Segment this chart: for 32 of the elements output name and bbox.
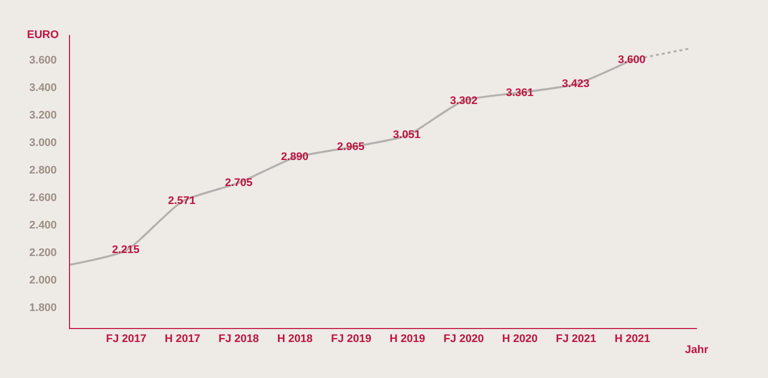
data-label: 2.705 [225, 177, 253, 189]
data-label: 3.361 [506, 87, 534, 99]
data-label: 3.302 [450, 95, 478, 107]
x-tick-label: FJ 2021 [556, 333, 596, 346]
y-tick-label: 2.200 [29, 247, 57, 260]
x-tick-label: H 2021 [614, 333, 650, 346]
x-tick-label: H 2019 [390, 333, 426, 346]
x-tick-label: H 2020 [502, 333, 538, 346]
x-tick-label: FJ 2017 [106, 333, 146, 346]
data-label: 3.423 [562, 78, 590, 90]
data-label: 2.215 [112, 244, 140, 256]
x-tick-label: FJ 2020 [443, 333, 484, 346]
y-tick-label: 3.600 [29, 54, 57, 67]
data-label: 3.600 [618, 54, 646, 66]
x-tick-label: H 2018 [277, 333, 313, 346]
data-label: 2.965 [337, 141, 365, 153]
y-tick-label: 2.000 [29, 274, 57, 287]
x-tick-label: H 2017 [164, 333, 200, 346]
y-tick-label: 3.000 [29, 137, 57, 150]
x-tick-label: FJ 2018 [218, 333, 259, 346]
y-tick-label: 3.200 [29, 110, 57, 122]
x-axis-title: Jahr [685, 344, 709, 356]
y-tick-label: 2.800 [29, 164, 57, 177]
y-tick-label: 3.400 [29, 82, 57, 94]
y-axis-title: EURO [27, 29, 60, 41]
data-label: 2.571 [168, 195, 196, 207]
y-tick-label: 1.800 [29, 302, 57, 314]
data-label: 2.890 [281, 151, 309, 163]
y-tick-label: 2.600 [29, 192, 57, 204]
x-tick-label: FJ 2019 [330, 333, 372, 346]
data-label: 3.051 [393, 129, 421, 141]
y-tick-label: 2.400 [29, 220, 57, 232]
